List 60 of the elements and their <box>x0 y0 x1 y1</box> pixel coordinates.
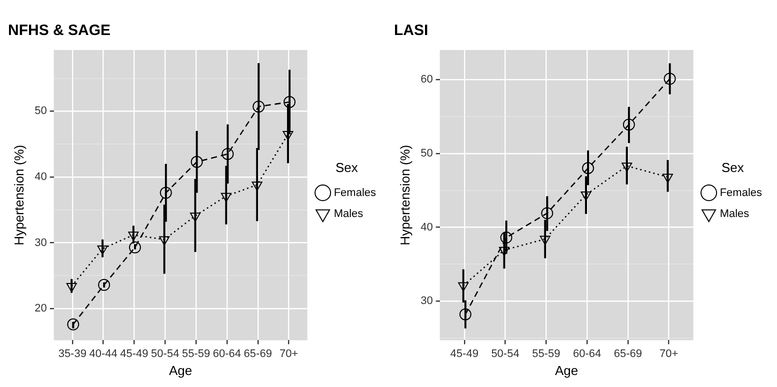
point <box>159 236 170 246</box>
x-tick-label: 60-64 <box>212 348 242 360</box>
point <box>458 282 469 292</box>
point <box>541 207 554 220</box>
point <box>582 162 594 174</box>
y-tick-label: 40 <box>420 221 433 234</box>
y-tick-label: 30 <box>420 295 433 308</box>
point <box>622 118 635 131</box>
point <box>220 192 232 202</box>
legend-label: Females <box>720 186 762 199</box>
x-tick-label: 55-59 <box>182 348 210 360</box>
point <box>190 212 201 222</box>
point <box>662 174 674 184</box>
point <box>284 96 296 108</box>
y-axis-title: Hypertension (%) <box>11 144 26 246</box>
point <box>664 72 676 85</box>
legend-title: Sex <box>335 160 358 175</box>
point <box>622 162 632 172</box>
x-tick-label: 60-64 <box>572 348 602 360</box>
x-tick-label: 45-49 <box>450 348 478 360</box>
x-tick-label: 50-54 <box>491 348 520 360</box>
y-tick-label: 30 <box>34 236 47 249</box>
point <box>498 246 510 256</box>
point <box>128 241 141 254</box>
x-tick-label: 70+ <box>279 348 298 360</box>
point <box>128 232 139 241</box>
legend-label: Males <box>720 208 750 220</box>
y-tick-label: 20 <box>34 302 47 315</box>
x-tick-label: 50-54 <box>151 348 180 360</box>
legend-label: Females <box>334 186 376 199</box>
x-tick-label: 35-39 <box>58 348 86 360</box>
y-tick-label: 40 <box>34 171 47 184</box>
point <box>67 318 80 330</box>
x-tick-label: 40-44 <box>89 348 118 360</box>
chart-title: LASI <box>394 22 428 40</box>
point <box>252 100 265 113</box>
y-axis-title: Hypertension (%) <box>397 144 412 246</box>
x-tick-label: 45-49 <box>120 348 148 360</box>
point <box>222 148 234 160</box>
x-tick-label: 55-59 <box>532 348 560 360</box>
x-tick-label: 65-69 <box>244 348 272 360</box>
point <box>160 186 172 199</box>
point <box>252 182 262 191</box>
x-axis-title: Age <box>169 362 192 378</box>
point <box>66 282 77 292</box>
y-tick-label: 50 <box>34 105 47 118</box>
point <box>190 156 203 168</box>
point <box>580 191 592 201</box>
point <box>540 236 550 246</box>
point <box>97 245 108 255</box>
point <box>282 130 294 140</box>
y-tick-label: 50 <box>420 147 433 160</box>
y-tick-label: 60 <box>420 74 433 86</box>
x-axis-title: Age <box>555 362 578 378</box>
point <box>98 278 110 291</box>
x-tick-label: 70+ <box>659 348 678 360</box>
legend-label: Males <box>334 208 364 220</box>
chart-title: NFHS & SAGE <box>8 22 111 40</box>
legend-title: Sex <box>721 160 744 175</box>
x-tick-label: 65-69 <box>614 348 642 360</box>
